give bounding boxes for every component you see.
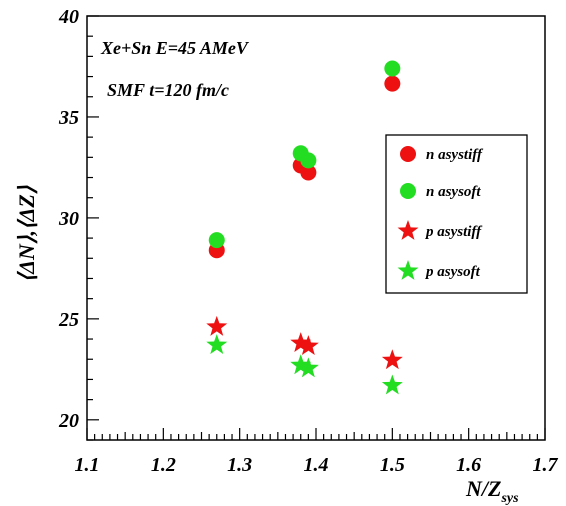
data-point-circle: [300, 152, 317, 169]
annotation-1: Xe+Sn E=45 AMeV: [100, 38, 250, 58]
y-axis-title: ⟨ΔN⟩,⟨ΔZ⟩: [14, 185, 39, 282]
x-axis-title: N/Zsys: [465, 476, 519, 506]
data-point-circle: [208, 232, 225, 249]
data-point-star: [381, 349, 403, 370]
legend-marker: [397, 220, 419, 240]
legend-marker: [397, 260, 419, 280]
x-tick-label: 1.7: [533, 454, 559, 476]
annotation-2: SMF t=120 fm/c: [107, 80, 229, 100]
y-tick-label: 30: [58, 208, 79, 230]
data-point-star: [381, 374, 403, 395]
legend-label: n asysoft: [426, 184, 481, 200]
y-tick-label: 40: [58, 6, 79, 28]
x-tick-label: 1.5: [380, 454, 405, 476]
x-tick-label: 1.2: [151, 454, 176, 476]
y-tick-label: 20: [58, 410, 79, 432]
data-point-circle: [384, 60, 401, 77]
legend-label: p asystiff: [424, 224, 483, 240]
data-point-star: [206, 315, 228, 336]
x-tick-label: 1.1: [75, 454, 100, 476]
x-tick-label: 1.6: [456, 454, 481, 476]
x-tick-label: 1.4: [304, 454, 329, 476]
data-point-star: [297, 335, 319, 356]
data-point-star: [206, 334, 228, 354]
legend: n asystiff n asysoft p asystiff p asysoft: [385, 134, 528, 294]
legend-label: n asystiff: [426, 147, 484, 163]
y-tick-label: 25: [58, 309, 79, 331]
legend-marker: [400, 183, 416, 199]
x-tick-label: 1.3: [227, 454, 252, 476]
y-tick-label: 35: [58, 107, 79, 129]
data-point-star: [290, 332, 312, 352]
data-point-star: [290, 354, 312, 375]
legend-marker: [400, 146, 416, 162]
legend-label: p asysoft: [424, 264, 481, 280]
data-point-star: [297, 357, 319, 378]
data-point-circle: [384, 75, 401, 92]
data-point-circle: [300, 164, 317, 181]
